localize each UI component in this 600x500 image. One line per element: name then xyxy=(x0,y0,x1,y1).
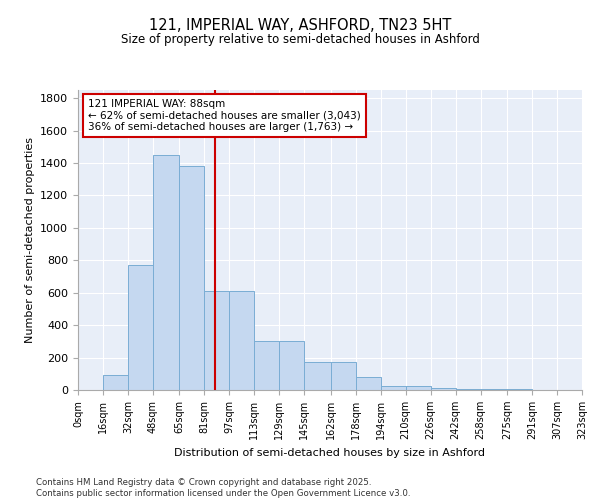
Text: 121, IMPERIAL WAY, ASHFORD, TN23 5HT: 121, IMPERIAL WAY, ASHFORD, TN23 5HT xyxy=(149,18,451,32)
Bar xyxy=(406,386,431,390)
Bar xyxy=(481,389,507,390)
Bar xyxy=(356,377,381,390)
Bar xyxy=(381,386,406,390)
Bar xyxy=(205,291,229,390)
Bar xyxy=(507,389,532,390)
Bar xyxy=(229,291,254,390)
Bar xyxy=(331,362,356,390)
X-axis label: Distribution of semi-detached houses by size in Ashford: Distribution of semi-detached houses by … xyxy=(175,448,485,458)
Bar xyxy=(128,265,153,390)
Text: Contains HM Land Registry data © Crown copyright and database right 2025.
Contai: Contains HM Land Registry data © Crown c… xyxy=(36,478,410,498)
Bar xyxy=(153,155,179,390)
Bar xyxy=(304,362,331,390)
Bar xyxy=(254,342,279,390)
Y-axis label: Number of semi-detached properties: Number of semi-detached properties xyxy=(25,137,35,343)
Bar xyxy=(103,374,128,390)
Bar xyxy=(431,388,455,390)
Text: Size of property relative to semi-detached houses in Ashford: Size of property relative to semi-detach… xyxy=(121,32,479,46)
Bar xyxy=(455,389,481,390)
Bar xyxy=(179,166,205,390)
Bar xyxy=(279,342,304,390)
Text: 121 IMPERIAL WAY: 88sqm
← 62% of semi-detached houses are smaller (3,043)
36% of: 121 IMPERIAL WAY: 88sqm ← 62% of semi-de… xyxy=(88,99,361,132)
